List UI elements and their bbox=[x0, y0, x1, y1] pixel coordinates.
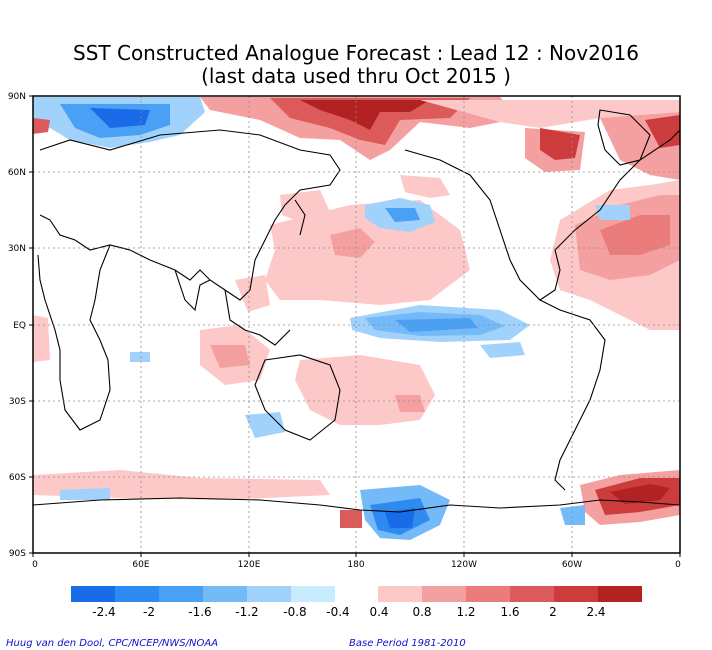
colorbar-swatch bbox=[378, 586, 422, 602]
lat-label: EQ bbox=[13, 321, 26, 331]
lat-label: 60S bbox=[9, 473, 26, 483]
lon-label: 120E bbox=[238, 560, 261, 570]
colorbar-label: -0.4 bbox=[326, 605, 349, 619]
colorbar-label: 0.8 bbox=[412, 605, 431, 619]
map-subtitle: (last data used thru Oct 2015 ) bbox=[201, 64, 511, 88]
colorbar-swatch bbox=[247, 586, 291, 602]
lon-label: 60E bbox=[132, 560, 149, 570]
colorbar-positive bbox=[378, 586, 642, 602]
lon-label: 120W bbox=[451, 560, 477, 570]
colorbar-label: 1.2 bbox=[456, 605, 475, 619]
colorbar-swatch bbox=[71, 586, 115, 602]
colorbar: -2.4 -2 -1.6 -1.2 -0.8 -0.4 0.4 0.8 1.2 … bbox=[71, 586, 642, 619]
lon-label: 0 bbox=[32, 560, 38, 570]
colorbar-label: 2.4 bbox=[586, 605, 605, 619]
graticule bbox=[33, 96, 680, 553]
lon-label: 0 bbox=[675, 560, 681, 570]
longitude-labels: 0 60E 120E 180 120W 60W 0 bbox=[32, 560, 681, 570]
colorbar-negative bbox=[71, 586, 335, 602]
colorbar-label: 1.6 bbox=[500, 605, 519, 619]
colorbar-label: 0.4 bbox=[369, 605, 388, 619]
lon-label: 60W bbox=[562, 560, 582, 570]
colorbar-label: -2 bbox=[143, 605, 155, 619]
lat-label: 30S bbox=[9, 397, 26, 407]
credit-base-period: Base Period 1981-2010 bbox=[349, 638, 466, 649]
colorbar-label: -2.4 bbox=[92, 605, 115, 619]
colorbar-swatch bbox=[422, 586, 466, 602]
map-title: SST Constructed Analogue Forecast : Lead… bbox=[73, 41, 639, 65]
latitude-labels: 90N 60N 30N EQ 30S 60S 90S bbox=[8, 92, 26, 559]
colorbar-swatch bbox=[203, 586, 247, 602]
lat-label: 90N bbox=[8, 92, 26, 102]
credit-author: Huug van den Dool, CPC/NCEP/NWS/NOAA bbox=[6, 638, 219, 649]
colorbar-swatch bbox=[554, 586, 598, 602]
colorbar-swatch bbox=[510, 586, 554, 602]
colorbar-swatch bbox=[159, 586, 203, 602]
colorbar-label: 2 bbox=[549, 605, 557, 619]
colorbar-swatch bbox=[291, 586, 335, 602]
anomaly-field bbox=[33, 97, 680, 540]
lat-label: 30N bbox=[8, 244, 26, 254]
colorbar-label: -1.6 bbox=[188, 605, 211, 619]
coastlines bbox=[32, 109, 681, 513]
colorbar-label: -0.8 bbox=[283, 605, 306, 619]
colorbar-swatch bbox=[115, 586, 159, 602]
colorbar-swatch bbox=[466, 586, 510, 602]
colorbar-swatch bbox=[598, 586, 642, 602]
lon-label: 180 bbox=[347, 560, 364, 570]
lat-label: 90S bbox=[9, 549, 26, 559]
lat-label: 60N bbox=[8, 168, 26, 178]
axis-ticks bbox=[29, 95, 681, 557]
colorbar-label: -1.2 bbox=[235, 605, 258, 619]
